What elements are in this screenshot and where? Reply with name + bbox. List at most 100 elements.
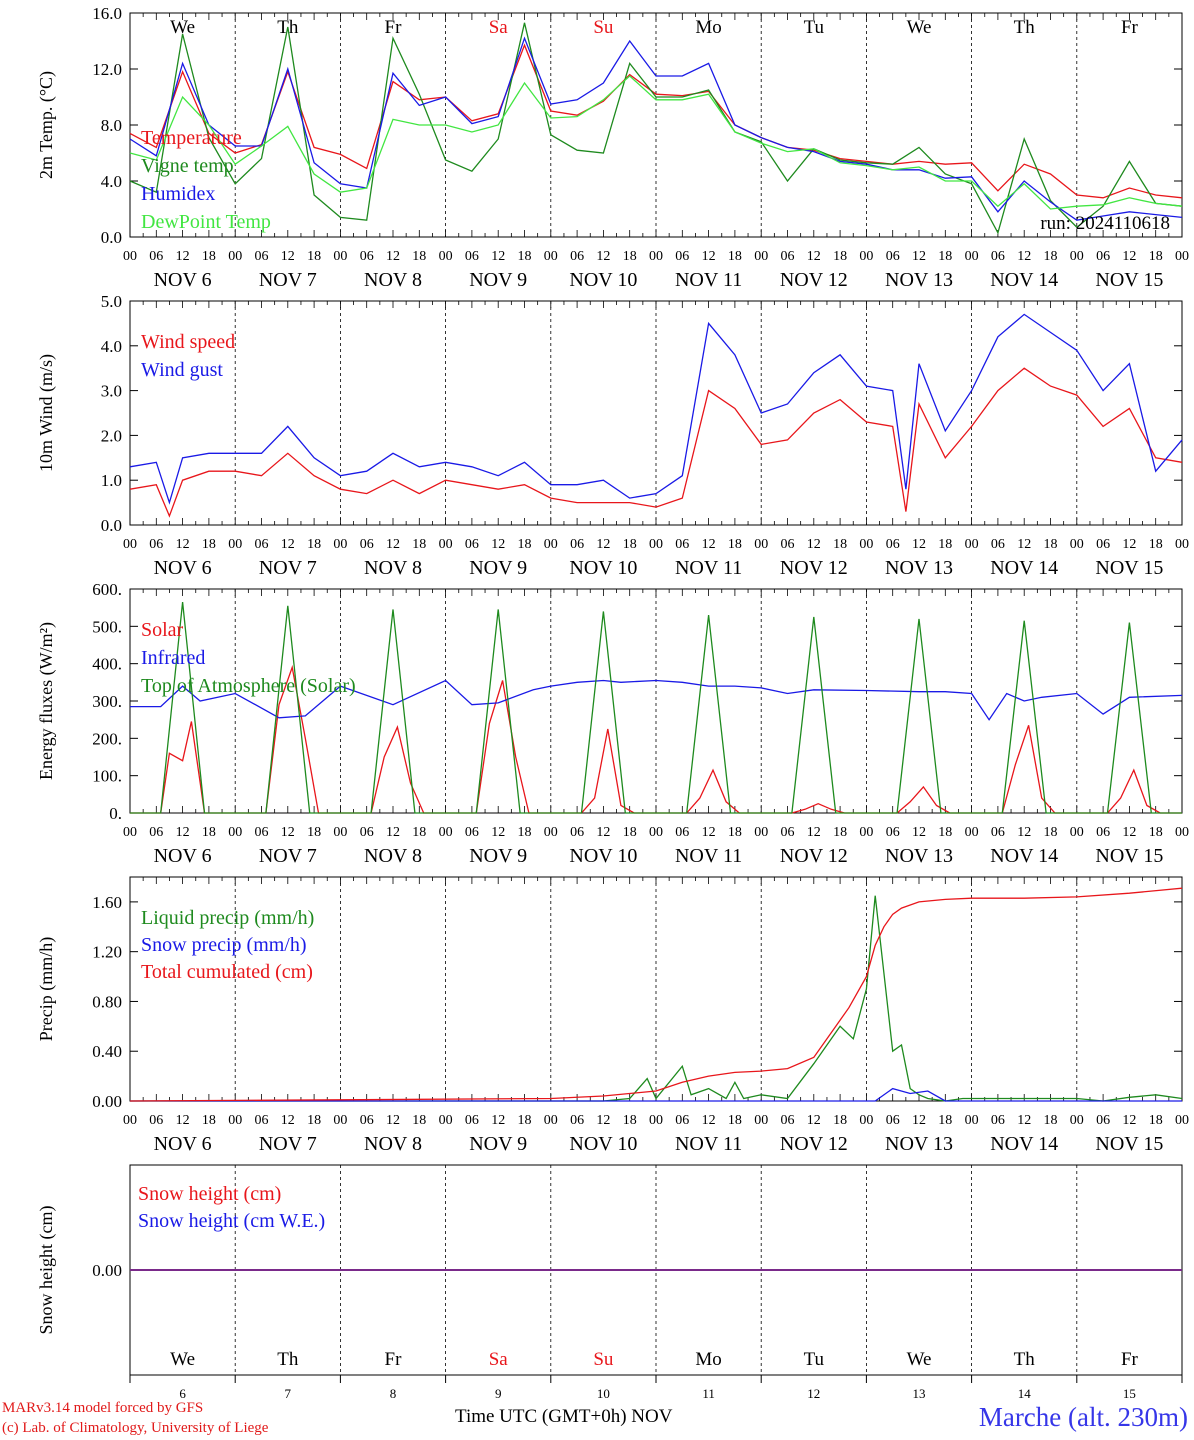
day-number: 12 (807, 1386, 820, 1401)
hour-label: 00 (544, 1113, 558, 1128)
lab-credit: (c) Lab. of Climatology, University of L… (2, 1420, 269, 1436)
hour-label: 06 (886, 1113, 900, 1128)
y-axis-label: Snow height (cm) (36, 1206, 57, 1335)
hour-label: 06 (781, 1113, 795, 1128)
hour-label: 00 (649, 1113, 663, 1128)
hour-label: 00 (333, 1113, 347, 1128)
day-number: 6 (179, 1386, 186, 1401)
hour-label: 18 (1149, 1113, 1163, 1128)
hour-label: 06 (255, 249, 269, 264)
hour-label: 00 (754, 825, 768, 840)
hour-label: 18 (938, 249, 952, 264)
hour-label: 12 (596, 537, 610, 552)
hour-label: 18 (307, 825, 321, 840)
y-axis-label: Precip (mm/h) (36, 937, 57, 1041)
y-tick-label: 1.60 (92, 893, 122, 912)
hour-label: 12 (386, 1113, 400, 1128)
hour-label: 12 (1122, 537, 1136, 552)
hour-label: 18 (1044, 825, 1058, 840)
series-line (130, 679, 1183, 721)
hour-label: 12 (176, 825, 190, 840)
series-line (130, 1087, 1182, 1102)
weekday-label: Mo (695, 17, 721, 38)
hour-label: 00 (544, 249, 558, 264)
hour-label: 12 (702, 537, 716, 552)
hour-label: 06 (465, 825, 479, 840)
hour-label: 00 (1175, 249, 1189, 264)
hour-label: 06 (1096, 537, 1110, 552)
hour-label: 06 (255, 825, 269, 840)
weekday-label: Th (1014, 1349, 1036, 1370)
hour-label: 00 (228, 825, 242, 840)
date-label: NOV 13 (885, 269, 953, 291)
hour-label: 12 (1017, 825, 1031, 840)
hour-label: 18 (202, 1113, 216, 1128)
hour-label: 18 (728, 537, 742, 552)
hour-label: 12 (1017, 537, 1031, 552)
hour-label: 00 (333, 825, 347, 840)
hour-label: 12 (596, 825, 610, 840)
panel-5: 0.00 Snow height (cm) Snow height (cm) Snow… (36, 1164, 1183, 1401)
hour-label: 06 (255, 1113, 269, 1128)
hour-label: 18 (938, 1113, 952, 1128)
hour-label: 18 (307, 249, 321, 264)
hour-label: 00 (1070, 249, 1084, 264)
hour-label: 00 (333, 537, 347, 552)
y-tick-label: 5.0 (101, 292, 122, 311)
hour-label: 18 (728, 1113, 742, 1128)
hour-label: 00 (439, 1113, 453, 1128)
hour-label: 12 (912, 249, 926, 264)
date-label: NOV 9 (469, 269, 527, 291)
date-label: NOV 12 (780, 845, 848, 867)
hour-label: 12 (176, 537, 190, 552)
hour-label: 18 (833, 825, 847, 840)
hour-label: 00 (439, 537, 453, 552)
date-label: NOV 10 (569, 269, 637, 291)
date-label: NOV 13 (885, 845, 953, 867)
hour-label: 06 (570, 249, 584, 264)
hour-label: 12 (491, 537, 505, 552)
date-label: NOV 8 (364, 845, 422, 867)
hour-label: 06 (360, 249, 374, 264)
hour-label: 18 (202, 825, 216, 840)
hour-label: 00 (965, 1113, 979, 1128)
hour-label: 06 (886, 825, 900, 840)
series-line (129, 367, 1183, 518)
y-tick-label: 100. (92, 767, 122, 786)
hour-label: 12 (807, 249, 821, 264)
date-label: NOV 7 (259, 1133, 317, 1155)
hour-label: 18 (938, 825, 952, 840)
hour-label: 06 (149, 1113, 163, 1128)
hour-label: 00 (649, 537, 663, 552)
hour-label: 18 (412, 537, 426, 552)
hour-label: 12 (1122, 1113, 1136, 1128)
date-label: NOV 6 (154, 269, 212, 291)
hour-label: 06 (570, 1113, 584, 1128)
y-axis-label: 2m Temp. (°C) (36, 71, 57, 179)
hour-label: 00 (544, 825, 558, 840)
date-label: NOV 9 (469, 1133, 527, 1155)
legend-entry: Snow height (cm) (138, 1183, 281, 1205)
weekday-label: We (907, 1349, 932, 1370)
hour-label: 00 (228, 537, 242, 552)
hour-label: 06 (570, 825, 584, 840)
hour-label: 12 (491, 825, 505, 840)
weekday-label: We (170, 1349, 195, 1370)
day-number: 8 (390, 1386, 397, 1401)
hour-label: 18 (202, 249, 216, 264)
hour-label: 12 (912, 1113, 926, 1128)
hour-label: 18 (412, 825, 426, 840)
date-label: NOV 11 (675, 557, 742, 579)
hour-label: 06 (886, 537, 900, 552)
date-label: NOV 10 (569, 845, 637, 867)
day-number: 10 (597, 1386, 610, 1401)
day-number: 11 (702, 1386, 715, 1401)
hour-label: 06 (675, 537, 689, 552)
y-tick-label: 8.0 (101, 116, 122, 135)
series-line (129, 43, 1183, 199)
y-tick-label: 2.0 (101, 426, 122, 445)
legend-entry: DewPoint Temp (141, 211, 271, 233)
hour-label: 00 (1175, 537, 1189, 552)
weekday-label: Fr (385, 17, 403, 38)
